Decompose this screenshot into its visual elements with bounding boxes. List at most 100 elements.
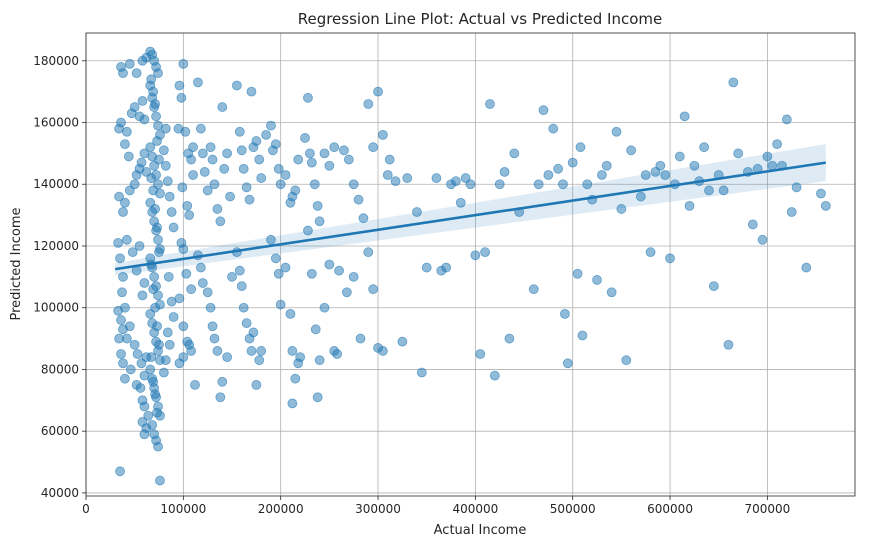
data-point — [241, 318, 252, 329]
data-point — [820, 200, 831, 211]
data-point — [241, 182, 252, 193]
data-point — [152, 136, 162, 146]
data-point — [377, 346, 388, 356]
y-axis-title: Predicted Income — [9, 208, 24, 321]
data-point — [234, 265, 245, 276]
data-point — [304, 148, 315, 159]
data-point — [238, 302, 249, 313]
data-point — [153, 234, 163, 245]
data-point — [152, 407, 162, 418]
data-point — [287, 398, 298, 409]
plot-frame — [85, 32, 856, 497]
data-point — [113, 305, 124, 316]
data-point — [148, 376, 159, 387]
data-point — [236, 145, 247, 156]
data-point — [306, 157, 317, 168]
data-point — [287, 346, 298, 356]
data-point — [640, 170, 651, 180]
data-point — [655, 160, 666, 171]
data-point — [412, 207, 422, 217]
data-point — [306, 268, 317, 279]
data-point — [665, 253, 675, 264]
data-point — [222, 148, 233, 159]
data-point — [363, 247, 374, 258]
data-point — [548, 123, 559, 134]
data-point — [592, 275, 602, 285]
data-point — [319, 148, 330, 159]
data-point — [645, 247, 656, 258]
y-tick-label: 80000 — [41, 362, 79, 376]
data-point — [254, 355, 265, 366]
data-point — [154, 154, 164, 165]
data-point — [528, 284, 539, 295]
data-point — [310, 324, 321, 335]
data-point — [129, 102, 140, 112]
data-point — [184, 210, 195, 221]
data-point — [348, 271, 359, 282]
x-tick-label: 400000 — [452, 502, 498, 516]
data-point — [147, 420, 158, 430]
data-point — [718, 185, 729, 196]
data-point — [151, 111, 161, 122]
data-point — [332, 349, 343, 359]
data-point — [358, 213, 369, 224]
data-point — [238, 163, 249, 174]
x-tick-label: 300000 — [355, 502, 401, 516]
data-point — [679, 111, 690, 122]
data-point — [270, 253, 281, 264]
data-point — [124, 321, 135, 332]
data-point — [494, 179, 505, 190]
data-point — [273, 163, 284, 174]
data-point — [504, 333, 515, 344]
data-point — [118, 207, 128, 217]
data-point — [158, 367, 169, 378]
y-axis-ticks: 40000 60000 80000 100000 120000 140000 160000 1… — [33, 54, 86, 500]
data-point — [441, 262, 452, 273]
data-point — [480, 247, 491, 258]
data-point — [209, 333, 220, 344]
data-point — [314, 355, 325, 366]
data-point — [747, 219, 758, 230]
data-point — [689, 160, 700, 171]
data-point — [152, 222, 162, 233]
data-point — [178, 244, 189, 254]
data-point — [174, 80, 185, 91]
x-tick-label: 200000 — [258, 502, 304, 516]
x-tick-label: 600000 — [647, 502, 693, 516]
data-point — [373, 86, 383, 97]
data-point — [280, 262, 291, 273]
data-point — [606, 287, 617, 298]
data-point — [499, 166, 510, 177]
data-point — [254, 154, 265, 165]
data-point — [186, 154, 197, 165]
data-point — [256, 346, 267, 356]
data-point — [431, 173, 442, 183]
scatter-points — [113, 46, 831, 486]
data-point — [207, 321, 218, 332]
y-tick-label: 120000 — [33, 239, 79, 253]
data-point — [577, 330, 588, 341]
data-point — [178, 321, 189, 332]
data-point — [205, 142, 216, 153]
data-point — [115, 466, 125, 477]
data-point — [402, 173, 413, 183]
data-point — [146, 352, 157, 363]
data-point — [123, 151, 134, 162]
data-point — [553, 163, 564, 174]
data-point — [341, 287, 352, 298]
data-point — [244, 194, 255, 205]
data-point — [270, 139, 281, 150]
data-point — [160, 123, 171, 134]
y-tick-label: 140000 — [33, 177, 79, 191]
data-point — [324, 259, 335, 270]
data-point — [626, 145, 637, 156]
data-point — [293, 154, 304, 165]
data-point — [215, 216, 226, 227]
data-point — [193, 77, 203, 88]
data-point — [148, 86, 159, 97]
data-point — [660, 170, 671, 180]
data-point — [184, 339, 195, 350]
data-point — [145, 142, 156, 153]
x-tick-label: 0 — [82, 502, 90, 516]
